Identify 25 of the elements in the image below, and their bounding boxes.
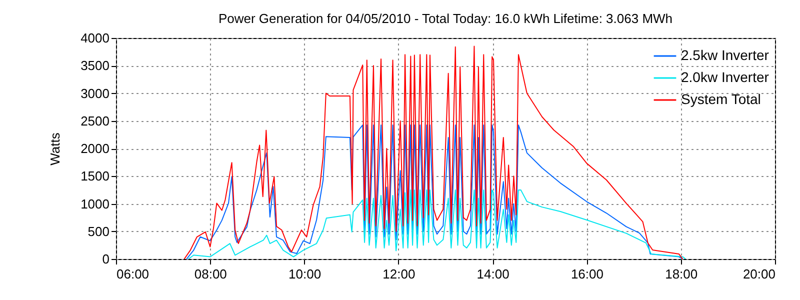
line-series: [188, 189, 686, 259]
x-tick-label: 12:00: [382, 266, 416, 282]
y-tick-label: 3000: [80, 86, 110, 101]
y-tick-label: 1500: [80, 168, 110, 184]
x-tick-label: 18:00: [665, 266, 698, 282]
y-tick-label: 3500: [80, 58, 110, 74]
y-tick-label: 1000: [80, 196, 110, 212]
chart-title: Power Generation for 04/05/2010 - Total Today: 16.0 kWh Lifetime: 3.063 MWh: [218, 11, 673, 26]
legend-label: 2.5kw Inverter: [681, 47, 770, 63]
y-tick-label: 0: [102, 252, 110, 266]
x-tick-label: 06:00: [116, 266, 150, 282]
x-tick-label: 10:00: [288, 266, 322, 282]
legend-label: 2.0kw Inverter: [681, 69, 770, 85]
legend-label: System Total: [681, 91, 761, 107]
y-tick-label: 500: [88, 224, 110, 239]
line-series: [184, 46, 684, 259]
y-axis-title: Watts: [48, 132, 63, 166]
x-tick-label: 20:00: [742, 266, 776, 282]
y-tick-label: 4000: [80, 30, 110, 46]
x-tick-label: 16:00: [570, 266, 604, 282]
y-tick-label: 2500: [80, 113, 110, 128]
y-tick-label: 2000: [80, 141, 110, 156]
x-tick-label: 14:00: [476, 266, 510, 282]
x-tick-label: 08:00: [194, 266, 227, 282]
line-series: [186, 124, 684, 259]
